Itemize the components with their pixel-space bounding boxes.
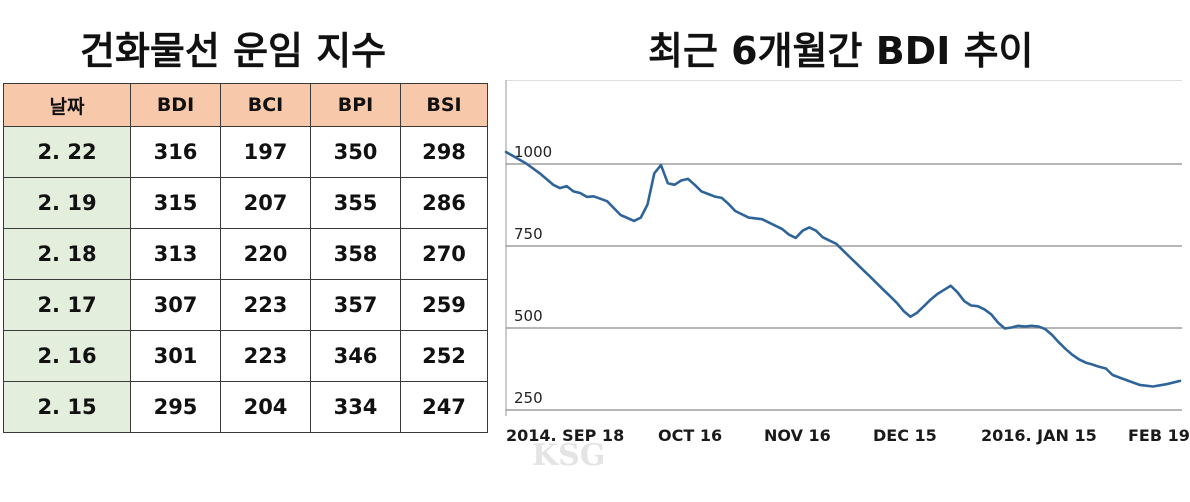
bdi-cell: 316 xyxy=(130,126,221,178)
bci-cell: 207 xyxy=(220,177,311,229)
table-row: 2. 22 316 197 350 298 xyxy=(3,126,488,178)
x-tick-label: 2014. SEP 18 xyxy=(506,426,625,445)
bci-cell: 223 xyxy=(220,330,311,382)
bci-cell: 204 xyxy=(220,381,311,433)
table-row: 2. 16 301 223 346 252 xyxy=(3,330,488,382)
table-row: 2. 17 307 223 357 259 xyxy=(3,279,488,331)
header-bsi: BSI xyxy=(400,83,488,127)
date-cell: 2. 19 xyxy=(3,177,131,229)
y-tick-label: 750 xyxy=(514,225,543,243)
header-date: 날짜 xyxy=(3,83,131,127)
bdi-series-line xyxy=(504,150,1182,388)
y-tick-label: 250 xyxy=(514,389,543,407)
date-cell: 2. 22 xyxy=(3,126,131,178)
header-bpi: BPI xyxy=(310,83,401,127)
date-cell: 2. 18 xyxy=(3,228,131,280)
bci-cell: 197 xyxy=(220,126,311,178)
date-cell: 2. 17 xyxy=(3,279,131,331)
bdi-cell: 307 xyxy=(130,279,221,331)
bdi-cell: 295 xyxy=(130,381,221,433)
bdi-chart: 1000 750 500 250 xyxy=(500,80,1190,432)
bsi-cell: 270 xyxy=(400,228,488,280)
bpi-cell: 350 xyxy=(310,126,401,178)
bpi-cell: 346 xyxy=(310,330,401,382)
bci-cell: 220 xyxy=(220,228,311,280)
header-bdi: BDI xyxy=(130,83,221,127)
x-tick-label: OCT 16 xyxy=(658,426,723,445)
bpi-cell: 358 xyxy=(310,228,401,280)
bdi-chart-svg: 1000 750 500 250 xyxy=(504,80,1182,416)
table-row: 2. 19 315 207 355 286 xyxy=(3,177,488,229)
bpi-cell: 355 xyxy=(310,177,401,229)
date-cell: 2. 16 xyxy=(3,330,131,382)
table-title: 건화물선 운임 지수 xyxy=(80,29,387,73)
y-tick-label: 500 xyxy=(514,307,543,325)
header-bci: BCI xyxy=(220,83,311,127)
chart-title: 최근 6개월간 BDI 추이 xyxy=(648,29,1034,73)
x-tick-label: DEC 15 xyxy=(873,426,937,445)
freight-index-table: 날짜 BDI BCI BPI BSI 2. 22 316 197 350 298… xyxy=(3,83,488,433)
table-row: 2. 15 295 204 334 247 xyxy=(3,381,488,433)
table-header-row: 날짜 BDI BCI BPI BSI xyxy=(3,83,488,127)
date-cell: 2. 15 xyxy=(3,381,131,433)
bdi-cell: 315 xyxy=(130,177,221,229)
bpi-cell: 334 xyxy=(310,381,401,433)
bdi-cell: 313 xyxy=(130,228,221,280)
x-tick-label: FEB 19 xyxy=(1128,426,1190,445)
bsi-cell: 286 xyxy=(400,177,488,229)
table-row: 2. 18 313 220 358 270 xyxy=(3,228,488,280)
ksg-watermark: KSG xyxy=(532,438,606,473)
y-tick-label: 1000 xyxy=(514,143,552,161)
bsi-cell: 298 xyxy=(400,126,488,178)
bsi-cell: 252 xyxy=(400,330,488,382)
bdi-cell: 301 xyxy=(130,330,221,382)
x-tick-label: NOV 16 xyxy=(764,426,831,445)
bsi-cell: 247 xyxy=(400,381,488,433)
bpi-cell: 357 xyxy=(310,279,401,331)
bci-cell: 223 xyxy=(220,279,311,331)
x-tick-label: 2016. JAN 15 xyxy=(981,426,1097,445)
bsi-cell: 259 xyxy=(400,279,488,331)
